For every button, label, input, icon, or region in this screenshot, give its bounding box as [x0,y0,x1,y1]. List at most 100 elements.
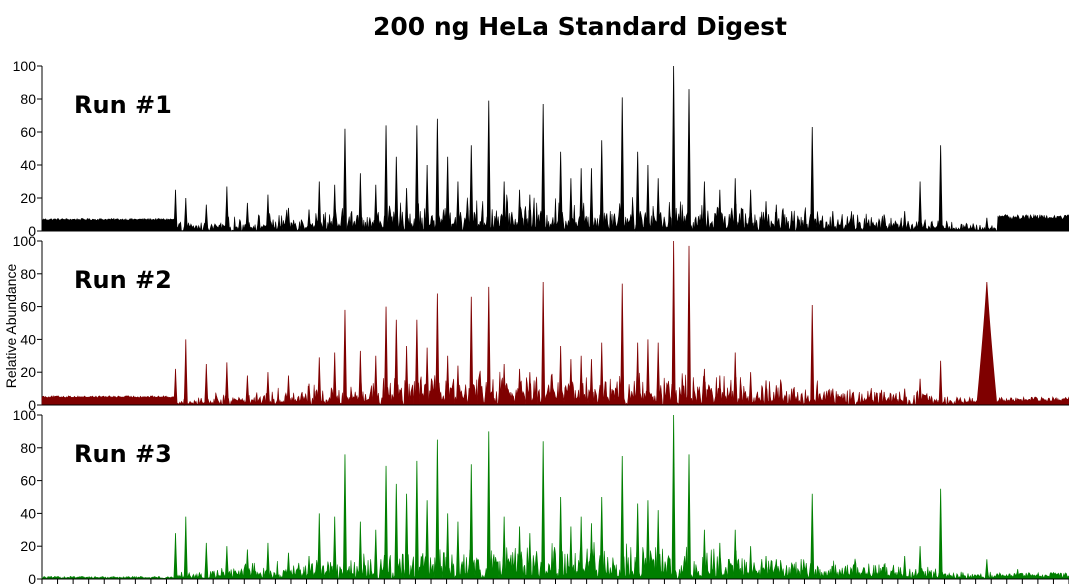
peak-14 [384,306,389,406]
peak-52 [938,360,943,406]
peak-16 [404,493,409,580]
peak-24 [502,516,507,580]
peak-30 [579,355,584,406]
peak-50 [902,556,907,580]
peak-29 [568,359,573,406]
peak-6 [265,542,270,580]
peak-44 [774,204,779,232]
peak-44 [774,385,779,406]
peak-54 [1015,569,1020,580]
peak-17 [414,125,419,232]
peak-12 [358,350,363,406]
y-tick-label: 0 [28,397,36,413]
peak-13 [373,355,378,406]
peak-53 [984,217,989,232]
peak-39 [702,529,707,580]
peak-34 [635,503,640,580]
peak-43 [763,556,769,580]
peak-41 [733,178,738,232]
peak-51 [918,378,923,406]
peak-30 [579,168,584,232]
peak-27 [541,103,546,232]
run-label: Run #3 [74,440,172,468]
peak-12 [358,521,363,580]
peak-26 [527,533,532,580]
peak-22 [469,145,474,232]
run-1-panel: 0 20 40 60 80 100 Run #1 [13,58,1069,239]
peak-27 [541,281,546,406]
y-tick-label: 100 [13,58,37,74]
peak-17 [414,319,419,406]
peak-3 [204,204,209,232]
peak-35 [645,339,650,406]
y-tick-label: 40 [20,505,36,521]
peak-46 [810,127,815,232]
peak-50 [902,388,907,406]
peak-25 [517,526,522,580]
peak-35 [645,164,650,232]
x-axis [41,579,1069,584]
peak-9 [317,357,322,406]
peak-33 [620,455,625,580]
peak-12 [358,173,363,232]
peak-1 [173,533,178,580]
peak-42 [748,189,753,232]
peak-34 [635,151,640,232]
peak-38 [687,89,692,232]
y-tick-label: 40 [20,331,36,347]
peak-11 [342,128,347,232]
peak-37 [671,414,676,580]
peak-42 [748,546,753,580]
peak-5 [245,549,250,580]
peak-16 [404,345,409,406]
peak-11 [342,454,347,580]
peak-36 [656,178,661,232]
peak-27 [541,441,546,580]
peak-6 [265,372,270,406]
peak-9 [317,181,322,232]
peak-52 [938,488,943,580]
peak-5 [245,375,250,406]
peak-48 [851,391,856,406]
peak-7 [286,552,291,580]
peak-45 [789,388,794,406]
peak-16 [404,188,409,232]
peak-28 [558,345,563,406]
peak-23 [486,100,491,232]
peak-4 [224,186,229,232]
peak-24 [502,181,507,232]
peak-10 [332,184,337,232]
run-2-panel: 0 20 40 60 80 100 Run #2 [13,233,1069,413]
peak-2 [183,197,188,232]
peak-46 [810,304,815,406]
peak-8 [306,556,312,580]
y-tick-label: 100 [13,233,37,249]
peak-43 [764,201,769,232]
peak-3 [204,363,209,406]
peak-40 [717,189,722,232]
peak-46 [810,493,815,580]
peak-15 [394,156,399,232]
peak-36 [656,510,661,580]
peak-7 [286,207,291,232]
peak-21 [455,181,460,232]
noise-trace [41,194,1069,232]
peak-38 [687,454,692,580]
peak-28 [558,496,563,580]
y-tick-label: 20 [20,364,36,380]
peak-29 [568,178,573,232]
peak-38 [687,245,692,406]
peak-10 [332,516,337,580]
peak-23 [486,431,491,580]
peak-45 [789,211,794,232]
peak-54 [1015,221,1020,232]
peak-43 [763,380,769,406]
peak-47 [830,388,835,406]
peak-41 [733,352,738,406]
peak-39 [702,181,707,232]
peak-25 [517,368,522,406]
peak-2 [183,339,188,406]
peak-1 [173,368,178,406]
peak-20 [445,156,450,232]
peak-24 [502,363,507,406]
